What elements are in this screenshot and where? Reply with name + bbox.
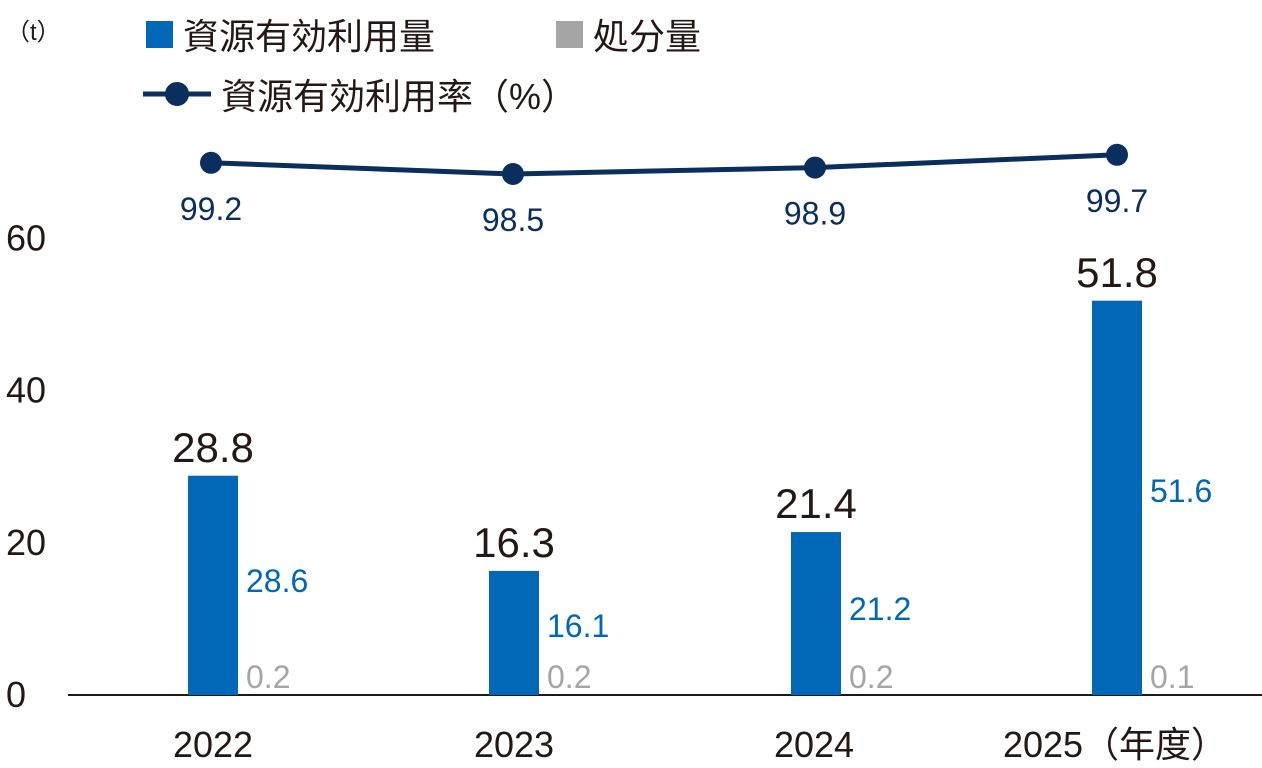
legend-item-disposal: 処分量 — [556, 8, 701, 60]
rate-point — [502, 163, 524, 185]
y-tick-label: 0 — [6, 674, 26, 715]
legend-swatch-gray — [556, 20, 583, 48]
legend-label-rate: 資源有効利用率（%） — [221, 76, 578, 117]
bar-total-label: 28.8 — [172, 424, 254, 471]
y-tick-label: 20 — [6, 522, 46, 563]
bar-resource-use — [1092, 300, 1142, 695]
rate-value-label: 98.5 — [482, 202, 544, 238]
legend-item-resource-use: 資源有効利用量 — [146, 8, 435, 60]
resource-use-value-label: 51.6 — [1150, 473, 1212, 509]
rate-value-label: 98.9 — [784, 196, 846, 232]
disposal-value-label: 0.2 — [547, 659, 591, 695]
y-tick-label: 40 — [6, 370, 46, 411]
rate-point — [200, 151, 222, 174]
disposal-value-label: 0.2 — [849, 659, 893, 695]
rate-line — [210, 152, 1118, 177]
bar-disposal — [489, 570, 539, 573]
bar-resource-use — [188, 475, 238, 695]
disposal-value-label: 0.2 — [246, 659, 290, 695]
rate-value-label: 99.7 — [1086, 183, 1148, 219]
y-axis-unit: （t） — [6, 19, 61, 46]
bar-resource-use — [791, 532, 841, 695]
rate-point — [804, 156, 826, 179]
legend-label-disposal: 処分量 — [593, 16, 702, 57]
legend-item-rate: 資源有効利用率（%） — [143, 68, 577, 120]
resource-use-value-label: 16.1 — [547, 608, 609, 644]
bar-disposal — [1092, 300, 1142, 302]
bar-total-label: 21.4 — [775, 480, 857, 527]
disposal-value-label: 0.1 — [1150, 659, 1194, 695]
x-tick-label: 2024 — [774, 724, 854, 765]
bar-total-label: 16.3 — [473, 519, 555, 566]
resource-use-value-label: 28.6 — [246, 563, 308, 599]
bar-total-label: 51.8 — [1076, 249, 1158, 296]
resource-use-value-label: 21.2 — [849, 591, 911, 627]
legend-line-marker-icon — [143, 82, 211, 106]
x-tick-label: 2025（年度） — [1003, 724, 1227, 765]
x-tick-label: 2023 — [474, 724, 554, 765]
bar-disposal — [791, 532, 841, 534]
legend-label-resource-use: 資源有効利用量 — [183, 16, 436, 57]
rate-point — [1106, 143, 1128, 166]
y-tick-label: 60 — [6, 217, 46, 258]
bar-resource-use — [489, 570, 539, 695]
rate-value-label: 99.2 — [180, 191, 242, 227]
legend-swatch-blue — [146, 20, 173, 48]
x-tick-label: 2022 — [173, 724, 253, 765]
bar-disposal — [188, 475, 238, 478]
